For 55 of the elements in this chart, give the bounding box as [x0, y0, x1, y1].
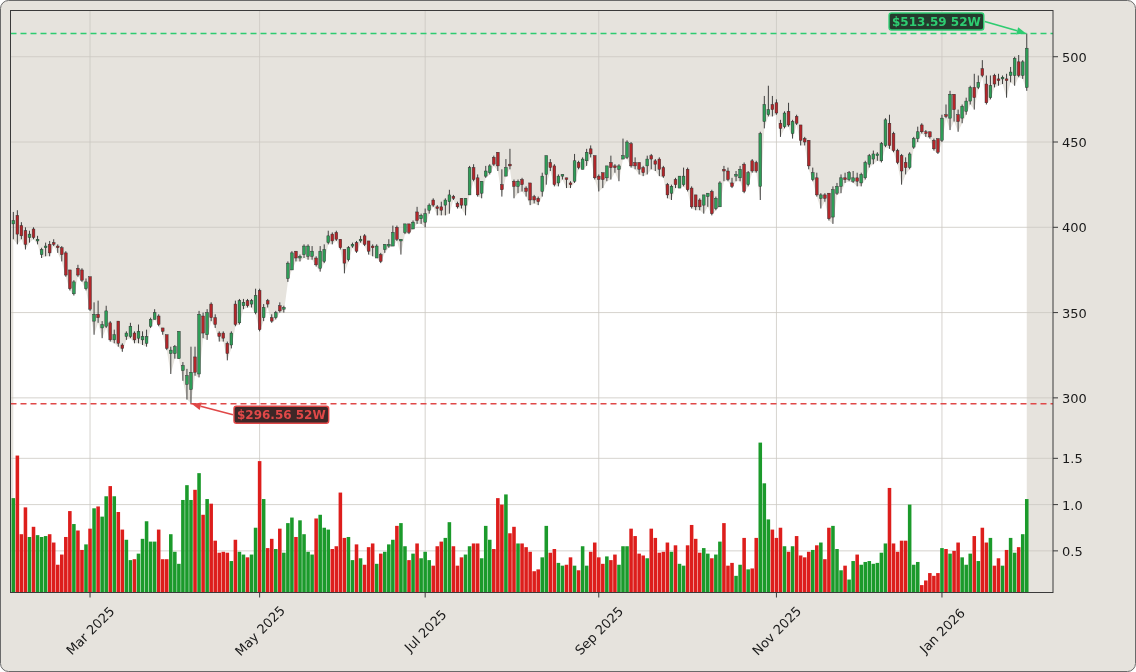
candlestick: [419, 213, 423, 225]
candlestick: [496, 151, 500, 172]
candlestick: [629, 141, 633, 169]
candlestick: [613, 163, 617, 174]
candlestick: [839, 173, 843, 194]
candlestick: [609, 155, 613, 180]
candlestick: [722, 165, 726, 182]
candlestick: [851, 170, 855, 184]
candlestick: [702, 194, 706, 215]
candlestick: [1013, 56, 1017, 87]
candlestick: [512, 179, 516, 199]
candlestick: [645, 155, 649, 175]
candlestick: [500, 168, 504, 198]
candlestick: [572, 153, 577, 184]
annotation: $513.59 52W: [892, 14, 981, 29]
candlestick: [718, 180, 722, 208]
candlestick: [552, 163, 556, 187]
candlestick: [657, 156, 661, 177]
candlestick: [15, 209, 19, 245]
candlestick: [520, 177, 524, 192]
candlestick: [423, 208, 427, 228]
candlestick: [710, 189, 714, 216]
y-tick-label: 450: [1062, 134, 1087, 150]
candlestick: [447, 189, 451, 215]
candlestick: [342, 249, 347, 274]
candlestick: [189, 346, 193, 405]
candlestick: [11, 211, 15, 240]
candlestick: [391, 225, 395, 247]
candlestick: [621, 138, 625, 160]
y-tick-label: 300: [1062, 390, 1087, 406]
candlestick: [948, 90, 952, 131]
candlestick: [617, 163, 621, 182]
y-tick-label: 500: [1062, 49, 1087, 65]
annotation: $296.56 52W: [236, 407, 326, 422]
candlestick: [233, 300, 237, 327]
candlestick: [952, 93, 956, 122]
candlestick: [899, 153, 904, 186]
candlestick: [799, 124, 803, 146]
candlestick: [1017, 54, 1021, 78]
candlestick: [116, 320, 120, 348]
candlestick: [843, 172, 847, 184]
candlestick: [972, 73, 976, 111]
candlestick: [956, 109, 960, 133]
candlestick: [762, 95, 766, 129]
candlestick: [318, 245, 322, 273]
y2-tick-label: 0.5: [1062, 543, 1083, 559]
y-tick-label: 350: [1062, 305, 1087, 321]
y2-tick-label: 1.5: [1062, 450, 1083, 466]
candlestick: [734, 170, 738, 182]
candlestick: [528, 182, 532, 206]
candlestick: [516, 179, 520, 194]
y2-tick-label: 1.0: [1062, 497, 1083, 513]
candlestick: [984, 75, 988, 105]
candlestick: [96, 300, 100, 324]
y-tick-label: 400: [1062, 219, 1087, 235]
